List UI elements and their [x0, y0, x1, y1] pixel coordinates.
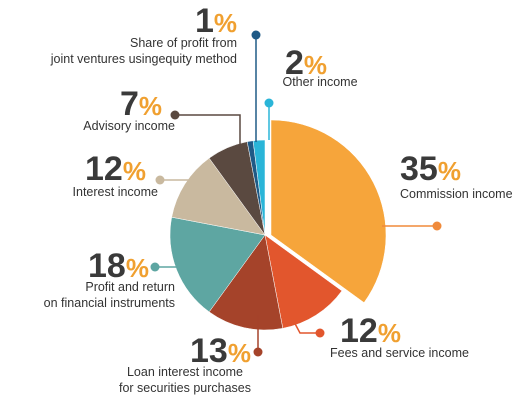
category-label: for securities purchases — [119, 381, 251, 395]
value-unit: % — [304, 50, 327, 80]
value-number: 13 — [190, 332, 228, 370]
value-label: 12% — [85, 150, 146, 188]
value-unit: % — [438, 156, 461, 186]
value-number: 35 — [400, 150, 438, 188]
value-label: 18% — [88, 247, 149, 285]
leader-dot — [170, 110, 180, 120]
value-label: 1% — [195, 2, 237, 40]
value-unit: % — [214, 8, 237, 38]
value-number: 18 — [88, 247, 126, 285]
category-label: on financial instruments — [44, 296, 175, 310]
category-label: Loan interest income — [127, 365, 243, 379]
value-unit: % — [139, 91, 162, 121]
category-label: joint ventures usingequity method — [50, 52, 237, 66]
category-label: Advisory income — [83, 119, 175, 133]
leader-dot — [315, 328, 325, 338]
category-label: Commission income — [400, 187, 513, 201]
pie-slice — [252, 139, 266, 236]
leader-dot — [264, 98, 274, 108]
pie-slice — [208, 234, 284, 331]
pie-slice — [169, 216, 266, 313]
leader-dot — [432, 221, 442, 231]
value-unit: % — [378, 318, 401, 348]
value-unit: % — [126, 253, 149, 283]
value-unit: % — [228, 338, 251, 368]
category-label: Interest income — [73, 185, 159, 199]
value-number: 1 — [195, 2, 214, 40]
value-number: 12 — [340, 312, 378, 350]
category-label: Other income — [282, 75, 357, 89]
leader-dot — [253, 347, 263, 357]
category-label: Share of profit from — [130, 36, 237, 50]
value-unit: % — [123, 156, 146, 186]
pie-slice — [270, 119, 387, 303]
leader-dot — [150, 262, 160, 272]
value-label: 12% — [340, 312, 401, 350]
value-label: 2% — [285, 44, 327, 82]
category-label: Profit and return — [85, 280, 175, 294]
leader-line — [291, 317, 320, 334]
leader-dot — [155, 175, 165, 185]
value-number: 2 — [285, 44, 304, 82]
value-number: 12 — [85, 150, 123, 188]
pie-slice — [171, 157, 266, 236]
value-label: 13% — [190, 332, 251, 370]
value-number: 7 — [120, 85, 139, 123]
pie-slice — [264, 234, 343, 329]
value-label: 7% — [120, 85, 162, 123]
leader-dot — [251, 30, 261, 40]
category-label: Fees and service income — [330, 346, 469, 360]
value-label: 35% — [400, 150, 461, 188]
leader-line — [175, 114, 241, 150]
